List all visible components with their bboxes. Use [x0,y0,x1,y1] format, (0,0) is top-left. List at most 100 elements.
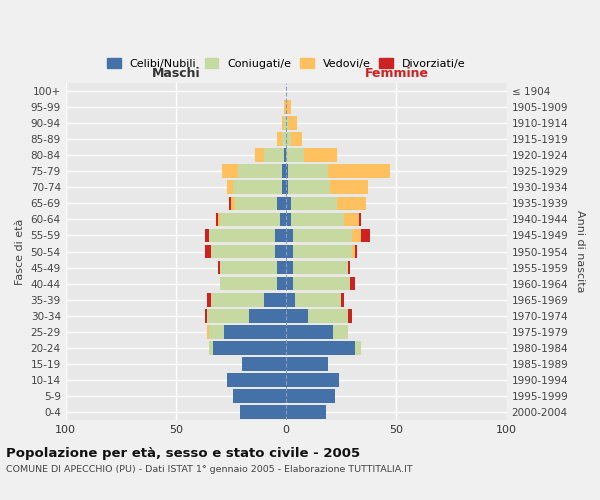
Bar [293,228,352,242]
Bar [222,164,238,178]
Bar [238,164,282,178]
Bar [289,164,328,178]
Bar [286,148,304,162]
Bar [277,196,286,210]
Bar [331,180,368,194]
Bar [284,148,286,162]
Bar [359,212,361,226]
Bar [337,196,365,210]
Legend: Celibi/Nubili, Coniugati/e, Vedovi/e, Divorziati/e: Celibi/Nubili, Coniugati/e, Vedovi/e, Di… [104,55,469,72]
Bar [290,196,337,210]
Bar [275,228,286,242]
Bar [277,277,286,290]
Bar [207,309,249,322]
Bar [207,293,211,306]
Bar [286,212,290,226]
Bar [352,244,355,258]
Bar [286,132,290,146]
Bar [289,180,331,194]
Bar [284,100,286,114]
Bar [286,293,295,306]
Bar [286,277,293,290]
Bar [290,212,344,226]
Text: Maschi: Maschi [152,66,200,80]
Bar [350,277,355,290]
Bar [286,357,328,371]
Bar [286,100,290,114]
Bar [304,148,337,162]
Bar [286,325,332,338]
Text: Popolazione per età, sesso e stato civile - 2005: Popolazione per età, sesso e stato civil… [6,448,360,460]
Text: Femmine: Femmine [364,66,428,80]
Bar [224,325,286,338]
Bar [235,196,277,210]
Bar [220,277,277,290]
Bar [220,261,277,274]
Bar [275,244,286,258]
Bar [227,373,286,387]
Bar [211,244,275,258]
Bar [286,196,290,210]
Bar [286,261,293,274]
Bar [286,116,289,130]
Bar [233,180,282,194]
Bar [209,341,214,354]
Bar [290,132,302,146]
Bar [240,406,286,419]
Bar [361,228,370,242]
Bar [277,132,282,146]
Bar [214,341,286,354]
Bar [209,325,224,338]
Bar [295,293,341,306]
Bar [256,148,264,162]
Bar [277,261,286,274]
Bar [286,341,355,354]
Bar [286,406,326,419]
Bar [231,196,235,210]
Bar [215,212,218,226]
Bar [286,389,335,403]
Bar [211,293,264,306]
Bar [332,325,348,338]
Bar [218,261,220,274]
Bar [205,309,207,322]
Bar [286,309,308,322]
Bar [355,341,361,354]
Bar [205,228,209,242]
Bar [229,196,231,210]
Bar [242,357,286,371]
Bar [348,261,350,274]
Bar [282,164,286,178]
Bar [282,180,286,194]
Bar [264,293,286,306]
Bar [344,212,359,226]
Y-axis label: Anni di nascita: Anni di nascita [575,210,585,293]
Bar [205,244,211,258]
Bar [286,180,289,194]
Text: COMUNE DI APECCHIO (PU) - Dati ISTAT 1° gennaio 2005 - Elaborazione TUTTITALIA.I: COMUNE DI APECCHIO (PU) - Dati ISTAT 1° … [6,466,413,474]
Bar [218,212,220,226]
Bar [280,212,286,226]
Bar [284,116,286,130]
Bar [282,116,284,130]
Bar [348,309,352,322]
Bar [355,244,357,258]
Bar [286,244,293,258]
Bar [207,325,209,338]
Bar [352,228,361,242]
Bar [341,293,344,306]
Bar [264,148,284,162]
Bar [220,212,280,226]
Bar [282,132,286,146]
Bar [227,180,233,194]
Bar [308,309,348,322]
Bar [289,116,297,130]
Bar [328,164,390,178]
Y-axis label: Fasce di età: Fasce di età [15,218,25,284]
Bar [293,244,352,258]
Bar [286,164,289,178]
Bar [249,309,286,322]
Bar [209,228,275,242]
Bar [293,277,350,290]
Bar [233,389,286,403]
